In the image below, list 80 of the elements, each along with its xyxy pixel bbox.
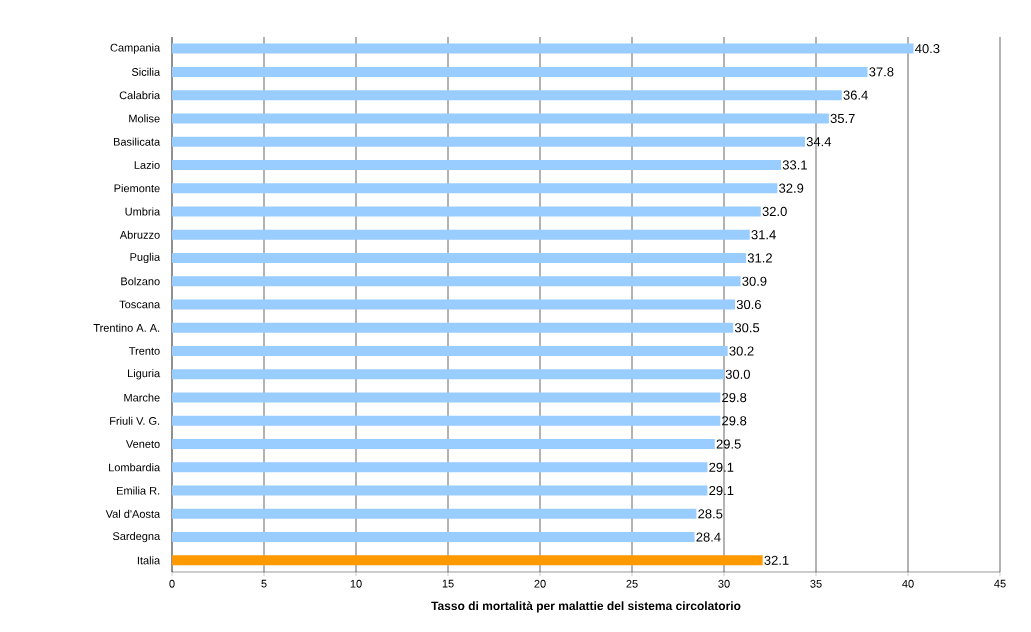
data-label: 30.0 bbox=[725, 369, 750, 379]
bar bbox=[172, 392, 721, 403]
bar bbox=[172, 159, 782, 170]
data-label: 34.4 bbox=[806, 137, 832, 147]
y-tick-label: Umbria bbox=[125, 207, 161, 216]
data-label: 30.9 bbox=[742, 276, 767, 286]
y-tick-label: Sicilia bbox=[131, 67, 161, 76]
bar bbox=[172, 555, 763, 566]
x-tick-label: 25 bbox=[626, 579, 638, 588]
bar bbox=[172, 43, 914, 54]
y-tick-label: Basilicata bbox=[113, 137, 161, 146]
data-label: 29.1 bbox=[709, 462, 734, 472]
y-tick-label: Lazio bbox=[134, 160, 160, 169]
y-tick-label: Emilia R. bbox=[117, 486, 160, 495]
x-tick-label: 45 bbox=[994, 579, 1006, 588]
y-tick-label: Puglia bbox=[130, 252, 161, 264]
bar bbox=[172, 66, 868, 77]
data-label: 40.3 bbox=[915, 44, 940, 54]
data-label: 28.4 bbox=[696, 532, 721, 542]
bar bbox=[172, 532, 695, 543]
data-label: 31.2 bbox=[747, 253, 772, 263]
data-label: 30.6 bbox=[736, 299, 761, 310]
x-tick-label: 5 bbox=[261, 579, 267, 588]
data-label: 31.4 bbox=[751, 230, 776, 240]
y-tick-label: Veneto bbox=[125, 440, 160, 448]
data-label: 36.4 bbox=[843, 90, 868, 100]
data-label: 37.8 bbox=[869, 67, 894, 77]
data-label: 32.0 bbox=[762, 206, 787, 217]
x-tick-label: 10 bbox=[350, 579, 362, 588]
data-label: 35.7 bbox=[830, 113, 855, 123]
y-tick-label: Molise bbox=[129, 114, 160, 123]
y-tick-label: Calabria bbox=[119, 91, 161, 100]
bar bbox=[172, 183, 778, 194]
y-tick-label: Toscana bbox=[119, 300, 161, 309]
y-tick-label: Sardegna bbox=[112, 531, 161, 543]
bar bbox=[172, 90, 842, 101]
bar bbox=[172, 299, 736, 310]
bar bbox=[172, 252, 747, 263]
bar bbox=[172, 229, 750, 240]
x-tick-label: 35 bbox=[810, 579, 822, 588]
bar bbox=[172, 439, 715, 450]
data-label: 32.1 bbox=[764, 555, 789, 565]
data-label: 33.1 bbox=[782, 160, 807, 170]
bar bbox=[172, 415, 721, 426]
x-tick-label: 40 bbox=[902, 579, 914, 588]
y-tick-label: Piemonte bbox=[114, 184, 160, 193]
data-label: 32.9 bbox=[779, 183, 804, 193]
bar bbox=[172, 508, 697, 519]
y-tick-label: Campania bbox=[110, 43, 161, 54]
y-tick-label: Friuli V. G. bbox=[110, 416, 160, 425]
bar bbox=[172, 322, 734, 333]
y-tick-label: Trentino A. A. bbox=[93, 323, 160, 332]
bar bbox=[172, 369, 725, 380]
y-tick-label: Marche bbox=[124, 393, 160, 402]
data-label: 29.1 bbox=[709, 485, 734, 496]
x-tick-label: 15 bbox=[442, 579, 454, 588]
x-tick-label: 0 bbox=[169, 579, 175, 588]
x-tick-label: 20 bbox=[534, 579, 546, 588]
bar bbox=[172, 136, 805, 147]
bar bbox=[172, 346, 728, 357]
bar bbox=[172, 113, 829, 124]
data-label: 28.5 bbox=[698, 509, 723, 519]
y-tick-label: Abruzzo bbox=[119, 230, 160, 239]
x-axis-title: Tasso di mortalità per malattie del sistema circolatorio bbox=[431, 601, 741, 613]
data-label: 30.5 bbox=[734, 323, 760, 333]
data-label: 30.2 bbox=[729, 346, 754, 356]
x-tick-label: 30 bbox=[718, 579, 730, 588]
y-tick-label: Trento bbox=[129, 347, 160, 355]
bar bbox=[172, 462, 708, 473]
y-tick-label: Val d'Aosta bbox=[105, 509, 161, 518]
y-tick-label: Liguria bbox=[128, 369, 161, 380]
bar bbox=[172, 276, 741, 287]
bar bbox=[172, 206, 761, 217]
data-label: 29.8 bbox=[722, 392, 747, 403]
data-label: 29.8 bbox=[722, 416, 747, 426]
data-label: 29.5 bbox=[716, 439, 741, 449]
y-tick-label: Italia bbox=[137, 556, 161, 565]
y-tick-label: Lombardia bbox=[109, 463, 161, 472]
y-tick-label: Bolzano bbox=[121, 277, 160, 286]
bar bbox=[172, 485, 708, 496]
